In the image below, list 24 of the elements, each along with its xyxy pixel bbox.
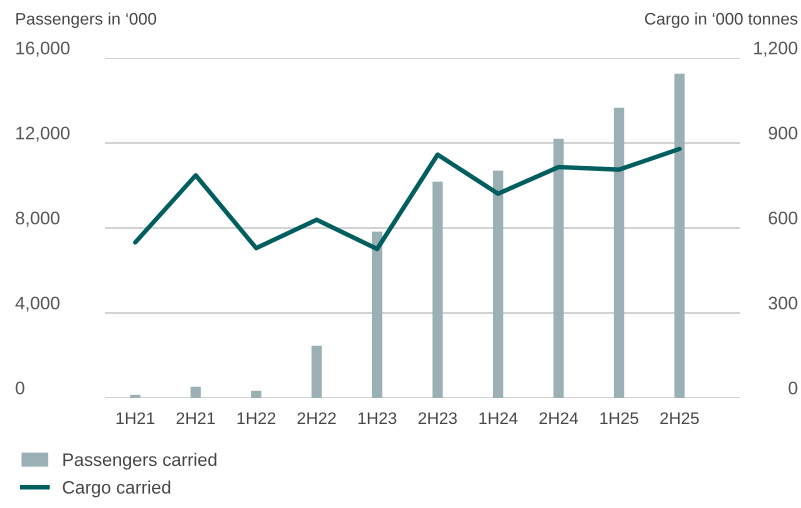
legend-label: Cargo carried: [62, 480, 170, 498]
y2-axis-title: Cargo in ‘000 tonnes: [645, 12, 798, 28]
x-tick-label: 1H22: [238, 412, 276, 424]
y2-tick-label: 1,200: [754, 42, 798, 57]
legend-label: Passengers carried: [63, 452, 216, 470]
x-tick-label: 2H21: [176, 412, 215, 424]
y2-tick-label: 300: [768, 296, 798, 310]
x-tick-label: 1H23: [358, 412, 396, 424]
x-tick-label: 1H24: [479, 412, 518, 424]
x-tick-label: 2H25: [660, 412, 699, 424]
y2-tick-label: 0: [788, 382, 798, 394]
y-axis-title: Passengers in ‘000: [16, 12, 156, 28]
y2-tick-label: 600: [768, 212, 798, 224]
x-tick-label: 2H23: [418, 412, 457, 424]
y-tick-label: 0: [16, 382, 24, 394]
x-tick-label: 1H25: [600, 412, 638, 424]
x-tick-label: 2H22: [298, 412, 336, 424]
y2-tick-label: 900: [768, 126, 798, 140]
x-tick-label: 2H24: [539, 412, 578, 424]
y-tick-label: 4,000: [15, 296, 60, 312]
y-tick-label: 12,000: [16, 126, 70, 142]
y-tick-label: 8,000: [16, 212, 60, 227]
x-tick-label: 1H21: [116, 412, 154, 424]
y-tick-label: 16,000: [16, 42, 70, 57]
